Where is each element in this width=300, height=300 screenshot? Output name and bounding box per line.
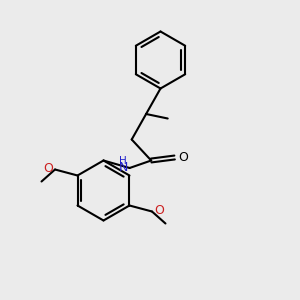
Text: O: O bbox=[178, 151, 188, 164]
Text: O: O bbox=[43, 162, 53, 175]
Text: O: O bbox=[154, 204, 164, 217]
Text: N: N bbox=[119, 161, 128, 175]
Text: H: H bbox=[119, 157, 127, 166]
